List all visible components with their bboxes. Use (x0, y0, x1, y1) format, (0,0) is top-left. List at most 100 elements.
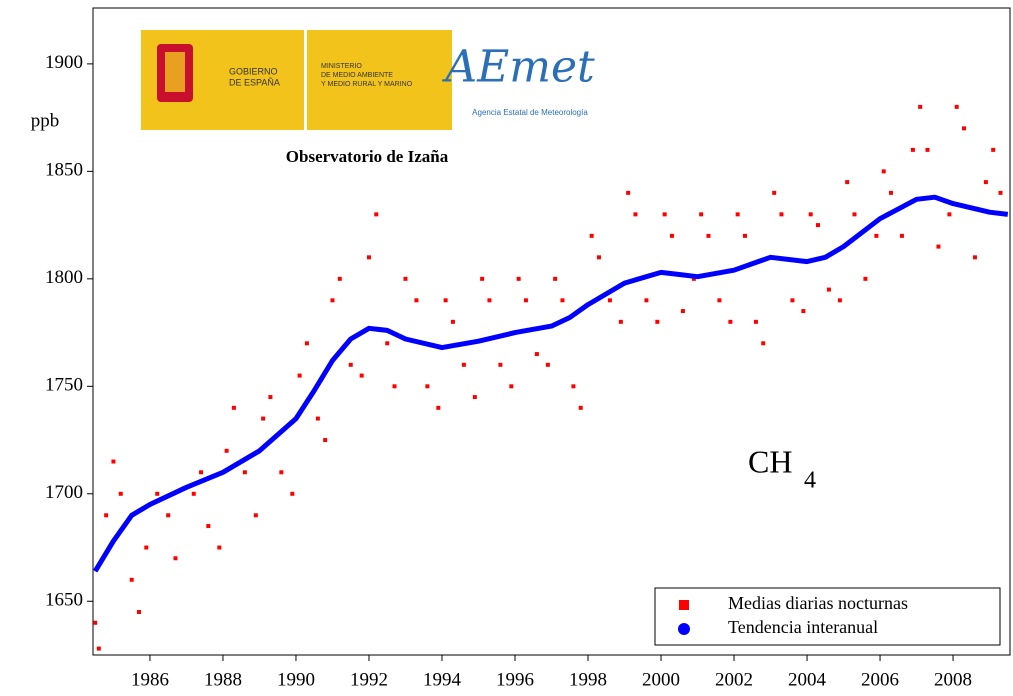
x-tick-label: 1990 (277, 669, 315, 690)
data-point (129, 577, 134, 582)
data-point (578, 405, 583, 410)
y-tick-label: 1850 (45, 160, 83, 181)
data-point (837, 298, 842, 303)
legend-marker (679, 600, 689, 610)
data-point (983, 180, 988, 185)
data-point (155, 491, 160, 496)
data-point (523, 298, 528, 303)
data-point (962, 126, 967, 131)
data-point (633, 212, 638, 217)
data-point (761, 341, 766, 346)
data-point (242, 470, 247, 475)
data-point (304, 341, 309, 346)
x-tick-label: 1992 (350, 669, 388, 690)
data-point (899, 233, 904, 238)
data-point (450, 319, 455, 324)
data-point (337, 276, 342, 281)
logo-text: DE MEDIO AMBIENTE (321, 72, 393, 79)
coat-of-arms-inner (165, 52, 185, 92)
formula-subscript: 4 (804, 468, 816, 494)
data-point (472, 395, 477, 400)
data-point (224, 448, 229, 453)
data-point (191, 491, 196, 496)
x-tick-label: 2000 (642, 669, 680, 690)
data-point (436, 405, 441, 410)
data-point (918, 104, 923, 109)
data-point (414, 298, 419, 303)
data-point (315, 416, 320, 421)
y-axis-label: ppb (31, 110, 60, 131)
data-point (571, 384, 576, 389)
trend-line (93, 194, 1009, 573)
data-point (392, 384, 397, 389)
data-point (801, 309, 806, 314)
aemet-logo: AEmet (441, 42, 595, 93)
data-point (279, 470, 284, 475)
data-point (699, 212, 704, 217)
data-point (589, 233, 594, 238)
logo-aemet-block (455, 30, 620, 130)
data-point (96, 646, 101, 651)
data-point (443, 298, 448, 303)
data-point (359, 373, 364, 378)
legend-label: Tendencia interanual (728, 617, 878, 637)
data-point (560, 298, 565, 303)
data-point (826, 287, 831, 292)
data-point (366, 255, 371, 260)
data-point (888, 190, 893, 195)
x-tick-label: 2004 (788, 669, 827, 690)
logo-text: Y MEDIO RURAL Y MARINO (321, 81, 413, 88)
data-point (779, 212, 784, 217)
y-tick-label: 1750 (45, 375, 83, 396)
data-point (626, 190, 631, 195)
data-point (374, 212, 379, 217)
data-point (991, 147, 996, 152)
data-point (735, 212, 740, 217)
logo-text: DE ESPAÑA (229, 77, 280, 87)
data-point (480, 276, 485, 281)
data-point (691, 276, 696, 281)
logo-text: Agencia Estatal de Meteorología (472, 108, 588, 117)
data-point (874, 233, 879, 238)
data-point (118, 491, 123, 496)
logo-ministerio-block (307, 30, 452, 130)
legend-label: Medias diarias nocturnas (728, 593, 908, 613)
data-point (954, 104, 959, 109)
data-point (742, 233, 747, 238)
data-point (998, 190, 1003, 195)
y-tick-label: 1650 (45, 590, 83, 611)
data-point (323, 438, 328, 443)
plot-area (93, 104, 1009, 651)
data-point (706, 233, 711, 238)
legend-entries: Medias diarias nocturnas Tendencia intera… (678, 593, 908, 637)
formula: CH (748, 443, 792, 479)
y-tick-label: 1700 (45, 482, 83, 503)
data-point (144, 545, 149, 550)
data-point (790, 298, 795, 303)
data-point (297, 373, 302, 378)
data-point (217, 545, 222, 550)
data-point (104, 513, 109, 518)
x-tick-label: 2008 (934, 669, 972, 690)
x-tick-label: 1994 (423, 669, 462, 690)
data-point (348, 362, 353, 367)
x-tick-label: 1996 (496, 669, 534, 690)
y-tick-label: 1900 (45, 52, 83, 73)
logo-text: GOBIERNO (229, 66, 278, 76)
subtitle: Observatorio de Izaña (286, 147, 449, 166)
data-point (516, 276, 521, 281)
x-tick-label: 1988 (204, 669, 242, 690)
data-point (385, 341, 390, 346)
data-point (111, 459, 116, 464)
data-point (607, 298, 612, 303)
data-point (425, 384, 430, 389)
data-point (655, 319, 660, 324)
data-point (553, 276, 558, 281)
data-point (680, 309, 685, 314)
data-point (925, 147, 930, 152)
data-point (662, 212, 667, 217)
data-point (717, 298, 722, 303)
data-point (261, 416, 266, 421)
